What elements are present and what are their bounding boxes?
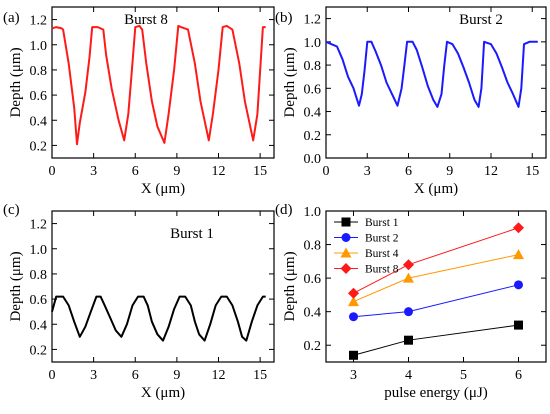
legend-marker	[340, 247, 352, 258]
x-tick-label: 4	[405, 368, 412, 383]
panel-title: Burst 1	[170, 226, 214, 242]
x-tick-label: 3	[364, 164, 371, 179]
data-point	[348, 296, 359, 307]
panel-label: (d)	[275, 202, 293, 218]
y-axis-label: Depth (μm)	[282, 251, 298, 321]
series-line-burst-2	[353, 284, 519, 318]
y-tick-label: 0.8	[304, 59, 322, 74]
y-tick-label: 1.2	[30, 14, 48, 29]
legend-marker	[340, 263, 352, 274]
legend-marker	[341, 233, 351, 242]
series-line	[51, 24, 266, 146]
series-line-burst-4	[353, 254, 519, 303]
y-axis-label: Depth (μm)	[8, 47, 24, 117]
y-tick-label: 0.8	[304, 239, 322, 254]
y-tick-label: 1.0	[304, 205, 322, 220]
panel-d: 3 4 5 6 0.2 0.4 0.6 0.8 1.0 pulse energy (μJ) Dept…	[275, 202, 547, 401]
x-tick-label: 5	[460, 368, 467, 383]
x-axis-label: X (μm)	[141, 385, 185, 401]
x-axis-label: pulse energy (μJ)	[384, 385, 488, 401]
y-tick-label: 0.2	[30, 343, 48, 358]
panel-c: 0 3 6 9 12 15 0.2 0.4 0.6 0.8 1.0 1.2 X (μm) Depth (μ…	[3, 202, 275, 401]
plot-frame	[51, 210, 275, 363]
plot-frame	[51, 6, 275, 159]
x-tick-label: 9	[173, 368, 180, 383]
y-tick-label: 1.2	[30, 218, 48, 233]
y-tick-label: 1.2	[304, 13, 322, 28]
y-tick-label: 1.0	[304, 36, 322, 51]
x-tick-label: 3	[90, 368, 97, 383]
data-point	[403, 259, 414, 271]
data-point	[349, 350, 358, 360]
data-point	[403, 272, 414, 283]
data-point	[348, 287, 359, 299]
data-point	[514, 280, 523, 290]
y-axis-label: Depth (μm)	[8, 251, 24, 321]
x-tick-label: 12	[484, 164, 498, 179]
x-tick-label: 9	[446, 164, 453, 179]
legend-entry: Burst 2	[365, 233, 399, 245]
data-point	[404, 335, 413, 345]
x-tick-label: 6	[132, 164, 139, 179]
x-axis-label: X (μm)	[414, 181, 458, 197]
x-tick-label: 3	[90, 164, 97, 179]
panel-label: (a)	[3, 10, 20, 26]
x-tick-label: 15	[525, 164, 539, 179]
y-tick-label: 0.4	[304, 306, 322, 321]
y-tick-label: 0.2	[304, 339, 322, 354]
y-tick-label: 0.4	[304, 106, 322, 121]
panel-b: 0 3 6 9 12 15 0.0 0.2 0.4 0.6 0.8 1.0 1.2 X (μm) Depth…	[275, 6, 547, 197]
data-point	[514, 320, 523, 330]
y-tick-label: 0.8	[30, 268, 48, 283]
x-tick-label: 15	[253, 368, 267, 383]
panel-a: 0 3 6 9 12 15 0.2 0.4 0.6 0.8 1.0 1.2 X (μm) Depth (μ…	[3, 6, 275, 197]
x-tick-label: 12	[212, 368, 226, 383]
y-tick-label: 0.2	[30, 139, 48, 154]
y-tick-label: 0.8	[30, 64, 48, 79]
data-point	[513, 249, 524, 260]
x-tick-label: 6	[132, 368, 139, 383]
y-tick-label: 0.6	[304, 272, 322, 287]
panel-title: Burst 2	[459, 12, 503, 28]
series-line-burst-1	[353, 324, 519, 356]
x-tick-label: 15	[253, 164, 267, 179]
x-tick-label: 0	[49, 164, 56, 179]
x-axis-label: X (μm)	[141, 181, 185, 197]
panel-label: (b)	[275, 10, 293, 26]
x-tick-label: 12	[212, 164, 226, 179]
plot-frame	[325, 210, 547, 363]
data-point	[513, 222, 524, 234]
x-tick-label: 6	[515, 368, 522, 383]
x-tick-label: 9	[173, 164, 180, 179]
y-tick-label: 0.6	[30, 89, 48, 104]
panel-title: Burst 8	[124, 12, 168, 28]
y-tick-label: 0.2	[304, 129, 322, 144]
plot-frame	[325, 6, 547, 159]
legend-entry: Burst 8	[365, 264, 399, 276]
x-tick-label: 3	[350, 368, 357, 383]
y-axis-label: Depth (μm)	[282, 47, 298, 117]
x-tick-label: 0	[49, 368, 56, 383]
legend-marker	[341, 217, 351, 227]
y-tick-label: 0.6	[30, 293, 48, 308]
series-line	[325, 40, 538, 108]
y-tick-label: 1.0	[30, 39, 48, 54]
series-line	[51, 295, 266, 342]
legend-entry: Burst 1	[365, 217, 399, 229]
y-tick-label: 1.0	[30, 243, 48, 258]
data-point	[404, 307, 413, 317]
y-tick-label: 0.0	[304, 152, 322, 167]
legend-entry: Burst 4	[365, 248, 399, 260]
panel-label: (c)	[3, 202, 20, 218]
y-tick-label: 0.6	[304, 82, 322, 97]
x-tick-label: 0	[323, 164, 330, 179]
y-tick-label: 0.4	[30, 114, 48, 129]
x-tick-label: 6	[405, 164, 412, 179]
y-tick-label: 0.4	[30, 318, 48, 333]
data-point	[349, 312, 358, 322]
